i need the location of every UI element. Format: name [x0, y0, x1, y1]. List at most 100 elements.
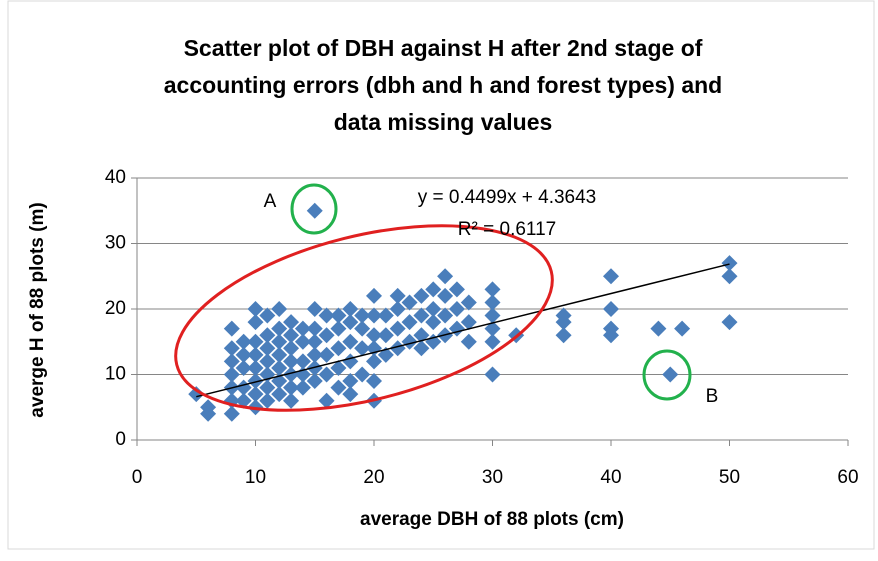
- data-point: [342, 314, 359, 331]
- data-point: [603, 301, 619, 317]
- data-point: [484, 333, 501, 350]
- data-point: [330, 320, 347, 337]
- annotation: A: [264, 191, 277, 212]
- data-point: [342, 301, 359, 317]
- data-point: [247, 373, 264, 390]
- data-point: [318, 307, 335, 324]
- chart-title: accounting errors (dbh and h and forest …: [164, 72, 722, 98]
- data-point: [188, 386, 205, 403]
- data-point: [271, 386, 288, 403]
- data-point: [484, 366, 501, 383]
- r-squared: R² = 0.6117: [458, 219, 556, 240]
- data-point: [413, 340, 430, 357]
- x-tick-label: 60: [837, 467, 858, 488]
- data-point: [366, 327, 382, 344]
- data-point: [259, 353, 276, 370]
- data-point: [271, 333, 288, 350]
- data-point: [389, 320, 406, 337]
- data-point: [401, 314, 418, 331]
- data-point: [721, 255, 738, 272]
- data-point: [650, 320, 667, 337]
- data-point: [603, 320, 619, 337]
- plot-area: 0 10 20 30 40 0 10 20 30 40 50 60: [105, 167, 859, 488]
- data-point: [425, 281, 442, 298]
- data-point: [555, 307, 572, 324]
- data-point: [389, 287, 406, 304]
- data-point: [235, 346, 252, 363]
- data-point: [354, 366, 371, 383]
- data-point: [484, 307, 501, 324]
- data-point: [271, 359, 288, 376]
- data-point: [306, 320, 323, 337]
- data-point: [377, 307, 394, 324]
- y-axis-title: averge H of 88 plots (m): [27, 202, 48, 417]
- data-point: [283, 353, 300, 370]
- x-tick-label: 40: [600, 467, 621, 488]
- data-point: [294, 320, 311, 337]
- data-point: [366, 373, 382, 390]
- data-point: [306, 202, 323, 219]
- data-point: [662, 366, 679, 383]
- data-point: [247, 386, 264, 403]
- data-point: [318, 327, 335, 344]
- data-point: [247, 301, 264, 317]
- data-point: [366, 287, 382, 304]
- data-point: [247, 359, 264, 376]
- highlight-ellipse: [174, 224, 554, 412]
- data-point: [259, 307, 276, 324]
- data-point: [306, 333, 323, 350]
- data-point: [460, 333, 477, 350]
- data-point: [460, 294, 477, 311]
- data-point: [235, 333, 252, 350]
- trend-equation: y = 0.4499x + 4.3643: [418, 187, 597, 208]
- x-tick-label: 20: [363, 467, 384, 488]
- data-point: [401, 333, 418, 350]
- y-tick-label: 30: [105, 233, 126, 254]
- data-point: [448, 301, 465, 317]
- chart-title: Scatter plot of DBH against H after 2nd …: [184, 35, 703, 61]
- data-point: [425, 333, 442, 350]
- data-point: [223, 320, 240, 337]
- data-point: [271, 320, 288, 337]
- data-point: [223, 353, 240, 370]
- x-tick-label: 30: [482, 467, 503, 488]
- data-point: [259, 340, 276, 357]
- data-point: [342, 386, 359, 403]
- data-point: [294, 333, 311, 350]
- data-point: [271, 301, 288, 317]
- annotation: B: [706, 386, 719, 407]
- data-point: [223, 366, 240, 383]
- data-point: [721, 268, 738, 285]
- y-tick-label: 10: [105, 364, 126, 385]
- data-point: [330, 340, 347, 357]
- data-point: [330, 359, 347, 376]
- data-point: [283, 327, 300, 344]
- data-point: [425, 314, 442, 331]
- chart-title: data missing values: [334, 109, 553, 135]
- data-point: [223, 340, 240, 357]
- data-point: [318, 346, 335, 363]
- y-tick-label: 0: [115, 429, 126, 450]
- data-point: [721, 314, 738, 331]
- data-point: [377, 327, 394, 344]
- x-axis-title: average DBH of 88 plots (cm): [360, 509, 624, 530]
- y-tick-label: 40: [105, 167, 126, 188]
- data-point: [389, 340, 406, 357]
- data-point: [283, 366, 300, 383]
- data-point: [484, 281, 501, 298]
- data-point: [437, 268, 454, 285]
- data-point: [259, 379, 276, 396]
- data-point: [306, 346, 323, 363]
- data-point: [294, 353, 311, 370]
- data-point: [271, 346, 288, 363]
- data-point: [354, 340, 371, 357]
- data-point: [235, 392, 252, 409]
- data-point: [330, 379, 347, 396]
- data-point: [247, 333, 264, 350]
- y-tick-label: 20: [105, 298, 126, 319]
- data-point: [235, 359, 252, 376]
- data-point: [413, 287, 430, 304]
- data-point: [603, 268, 619, 285]
